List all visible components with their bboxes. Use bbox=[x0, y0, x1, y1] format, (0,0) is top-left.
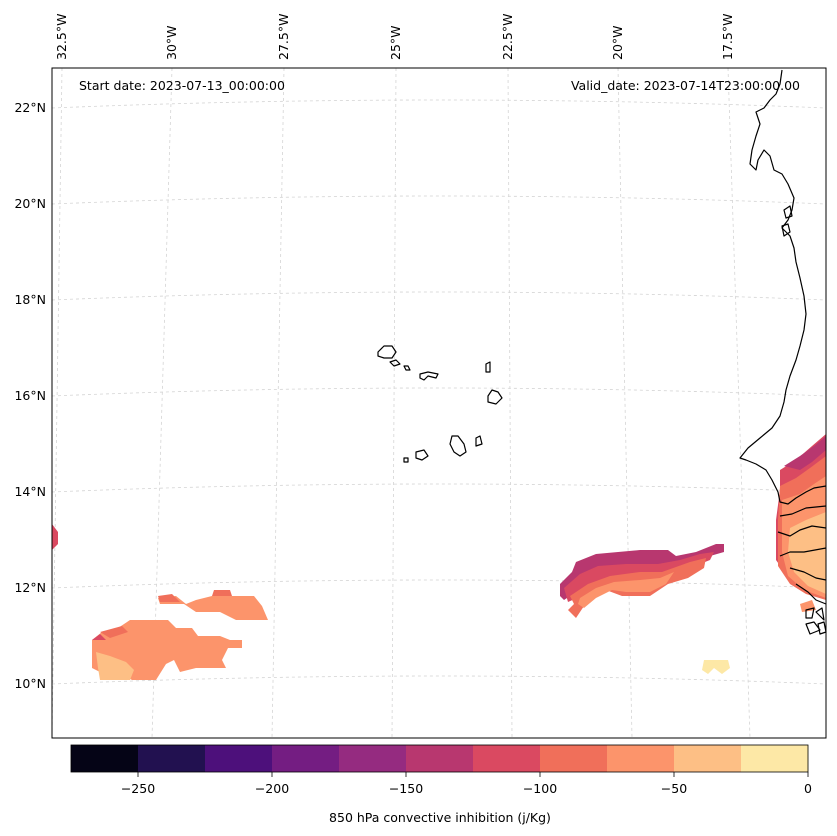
coast-islet-6 bbox=[817, 621, 827, 635]
lon-label-17-5w: 17.5°W bbox=[720, 14, 735, 60]
lon-label-30w: 30°W bbox=[164, 25, 179, 60]
lon-label-22-5w: 22.5°W bbox=[500, 14, 515, 60]
cin-patch-west-b bbox=[158, 594, 180, 602]
cape-verde-maio bbox=[475, 435, 483, 447]
cin-patch-southwest-d bbox=[100, 626, 128, 638]
cin-patch-yellow bbox=[702, 660, 730, 674]
cape-verde-sao-nicolau bbox=[419, 371, 439, 381]
cin-patch-west-c bbox=[212, 590, 232, 596]
parallel-20n bbox=[51, 195, 827, 205]
cin-patch-southwest-c bbox=[92, 634, 106, 640]
colorbar-swatches bbox=[71, 745, 809, 772]
cin-coast-b bbox=[784, 436, 826, 470]
lon-label-27-5w: 27.5°W bbox=[276, 14, 291, 60]
parallel-16n bbox=[51, 387, 827, 397]
cape-verde-sao-vicente bbox=[389, 359, 401, 367]
colorbar-swatch-7 bbox=[540, 745, 608, 772]
lat-label-14n: 14°N bbox=[14, 484, 46, 499]
meridian-25w bbox=[391, 67, 397, 739]
parallel-18n bbox=[51, 291, 827, 301]
valid-date-annotation: Valid_date: 2023-07-14T23:00:00.00 bbox=[571, 78, 800, 93]
meridian-22-5w bbox=[507, 67, 513, 739]
lon-label-25w: 25°W bbox=[388, 25, 403, 60]
colorbar-swatch-9 bbox=[674, 745, 742, 772]
colorbar-swatch-6 bbox=[473, 745, 541, 772]
cin-band-d bbox=[578, 572, 674, 608]
cin-fill-regions bbox=[52, 434, 826, 680]
cin-coast-e bbox=[788, 512, 826, 594]
coast-islet-1 bbox=[781, 223, 791, 237]
coast-islet-2 bbox=[783, 205, 793, 219]
coast-islet-4 bbox=[805, 621, 821, 635]
lon-label-20w: 20°W bbox=[610, 25, 625, 60]
cape-verde-santa-luzia bbox=[403, 365, 411, 371]
coast-segment-guinea bbox=[789, 567, 827, 581]
latitude-labels: 22°N 20°N 18°N 16°N 14°N 12°N 10°N bbox=[14, 100, 46, 691]
plot-frame bbox=[51, 67, 827, 739]
colorbar-tick-labels: −250 −200 −150 −100 −50 0 bbox=[121, 781, 812, 796]
cin-patch-edge bbox=[52, 524, 58, 550]
parallel-22n bbox=[51, 99, 827, 109]
colorbar-swatch-5 bbox=[406, 745, 474, 772]
coastlines bbox=[377, 69, 827, 635]
coast-segment-gambia bbox=[779, 505, 827, 517]
coast-segment-south bbox=[779, 547, 827, 557]
meridian-17-5w bbox=[727, 67, 751, 739]
africa-coastline bbox=[739, 69, 827, 505]
start-date-annotation: Start date: 2023-07-13_00:00:00 bbox=[79, 78, 285, 93]
lat-label-16n: 16°N bbox=[14, 388, 46, 403]
colorbar-label-minus-100: −100 bbox=[523, 781, 557, 796]
parallel-10n bbox=[51, 675, 827, 685]
colorbar-label-minus-250: −250 bbox=[121, 781, 155, 796]
colorbar-ticks bbox=[137, 772, 809, 777]
colorbar-frame bbox=[70, 744, 809, 773]
parallel-14n bbox=[51, 483, 827, 493]
cape-verde-boa-vista bbox=[487, 389, 503, 405]
colorbar-label-minus-200: −200 bbox=[255, 781, 289, 796]
parallel-12n bbox=[51, 579, 827, 589]
lat-label-12n: 12°N bbox=[14, 580, 46, 595]
lat-label-20n: 20°N bbox=[14, 196, 46, 211]
colorbar-swatch-3 bbox=[272, 745, 340, 772]
meridian-27-5w bbox=[271, 67, 285, 739]
cape-verde-santiago bbox=[449, 435, 467, 457]
colorbar-swatch-0 bbox=[71, 745, 139, 772]
coast-segment-bijagos bbox=[777, 525, 827, 537]
lon-label-32-5w: 32.5°W bbox=[54, 14, 69, 60]
cape-verde-brava bbox=[403, 457, 409, 463]
lat-label-10n: 10°N bbox=[14, 676, 46, 691]
colorbar-swatch-4 bbox=[339, 745, 407, 772]
cin-band-a bbox=[560, 544, 724, 600]
colorbar-label-0: 0 bbox=[804, 781, 812, 796]
meridian-32-5w bbox=[51, 67, 63, 739]
coast-islet-3 bbox=[805, 607, 815, 619]
coast-islet-5 bbox=[815, 607, 825, 621]
cape-verde-fogo bbox=[415, 449, 429, 461]
cape-verde-sal bbox=[485, 361, 491, 373]
colorbar-swatch-2 bbox=[205, 745, 273, 772]
cin-patch-southwest-a bbox=[92, 620, 242, 680]
cape-verde-santo-antao bbox=[377, 345, 397, 359]
colorbar-label-minus-50: −50 bbox=[661, 781, 687, 796]
colorbar-label-minus-150: −150 bbox=[389, 781, 423, 796]
cin-patch-west-a bbox=[158, 596, 268, 620]
lat-label-22n: 22°N bbox=[14, 100, 46, 115]
meridian-20w bbox=[617, 67, 633, 739]
lat-label-18n: 18°N bbox=[14, 292, 46, 307]
coast-segment-bissau bbox=[795, 583, 827, 605]
longitude-labels: 32.5°W 30°W 27.5°W 25°W 22.5°W 20°W 17.5… bbox=[54, 14, 735, 60]
colorbar-title: 850 hPa convective inhibition (j/Kg) bbox=[329, 810, 551, 825]
colorbar-swatch-10 bbox=[741, 745, 809, 772]
colorbar-swatch-8 bbox=[607, 745, 675, 772]
colorbar: −250 −200 −150 −100 −50 0 850 hPa convec… bbox=[70, 744, 812, 825]
cin-patch-southwest-b bbox=[96, 652, 134, 680]
colorbar-swatch-1 bbox=[138, 745, 206, 772]
